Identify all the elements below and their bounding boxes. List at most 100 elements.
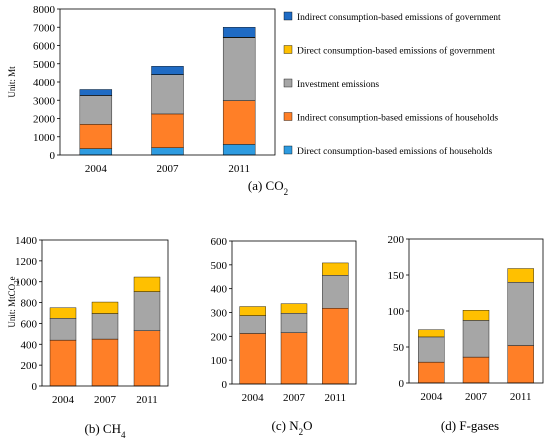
n2o-xtick-label: 2004: [242, 392, 265, 404]
fgases-bar-direct_government-2007: [462, 310, 490, 321]
ch4-ytick-label: 200: [21, 360, 38, 372]
legend-swatch-direct_government: [283, 45, 293, 54]
n2o-ytick-label: 300: [211, 308, 228, 320]
n2o-caption: (c) N2O: [272, 418, 313, 437]
co2-ytick-label: 8000: [33, 4, 56, 16]
co2-bar-direct_households-2011: [222, 144, 256, 156]
co2-bar-indirect_households-2004: [79, 124, 113, 149]
ch4-bar-direct_government-2004: [49, 307, 77, 319]
n2o-bar-direct_government-2011: [322, 262, 349, 276]
fgases-bar-investment-2004: [418, 336, 445, 363]
n2o-bar-indirect_households-2007: [280, 332, 308, 385]
co2-ylabel: Unit: Mt: [7, 66, 17, 98]
ch4-bar-indirect_households-2007: [91, 338, 119, 387]
co2-ytick-label: 4000: [33, 77, 56, 89]
co2-bar-direct_households-2004: [79, 148, 113, 156]
co2-bar-indirect_government-2007: [151, 66, 184, 75]
fgases-bar-direct_government-2004: [418, 329, 445, 338]
n2o-xtick-label: 2007: [283, 392, 306, 404]
co2-bar-indirect_government-2004: [79, 89, 113, 96]
co2-ytick-label: 0: [50, 150, 56, 162]
n2o-ytick-label: 100: [211, 355, 228, 367]
co2-ytick-label: 2000: [33, 114, 56, 126]
ch4-xtick-label: 2004: [52, 394, 75, 406]
ch4-bar-indirect_households-2011: [133, 330, 161, 387]
ch4-ytick-label: 600: [21, 318, 38, 330]
ch4-bar-investment-2011: [133, 291, 161, 331]
co2-bar-indirect_households-2011: [222, 100, 256, 145]
n2o-ytick-label: 200: [211, 331, 228, 343]
co2-ytick-label: 7000: [33, 22, 56, 34]
co2-xtick-label: 2004: [85, 163, 108, 175]
n2o-bar-investment-2007: [280, 313, 308, 333]
co2-legend: Indirect consumption-based emissions of …: [283, 11, 501, 157]
co2-ytick-label: 3000: [33, 95, 56, 107]
co2-ytick-label: 1000: [33, 132, 56, 144]
n2o-ytick-label: 0: [222, 379, 228, 391]
ch4-xtick-label: 2011: [136, 394, 158, 406]
n2o-bar-direct_government-2007: [280, 303, 308, 314]
n2o-bar-investment-2004: [239, 315, 266, 334]
n2o-bar-investment-2011: [322, 275, 349, 309]
fgases-xtick-label: 2004: [420, 391, 443, 403]
ch4-ytick-label: 1200: [15, 256, 38, 268]
ch4-ytick-label: 400: [21, 339, 38, 351]
fgases-bar-direct_government-2011: [507, 268, 534, 283]
ch4-bar-direct_government-2007: [91, 301, 119, 314]
co2-bar-investment-2004: [79, 95, 113, 125]
legend-label-investment: Investment emissions: [297, 80, 379, 90]
legend-label-indirect_government: Indirect consumption-based emissions of …: [297, 12, 501, 23]
n2o-ytick-label: 400: [211, 284, 228, 296]
n2o-bar-indirect_households-2011: [322, 308, 349, 385]
ch4-bar-direct_government-2011: [133, 276, 161, 292]
co2-bar-indirect_households-2007: [151, 113, 184, 148]
fgases-xtick-label: 2011: [510, 391, 532, 403]
fgases-ytick-label: 50: [393, 342, 405, 354]
n2o-bar-direct_government-2004: [239, 306, 266, 316]
ch4-bar-investment-2004: [49, 318, 77, 341]
ch4-caption: (b) CH4: [85, 421, 126, 439]
ch4-ytick-label: 1400: [15, 235, 38, 247]
fgases-bar-indirect_households-2004: [418, 361, 445, 384]
legend-label-indirect_households: Indirect consumption-based emissions of …: [297, 113, 498, 124]
ch4-xtick-label: 2007: [94, 394, 117, 406]
fgases-ytick-label: 200: [388, 234, 405, 246]
ch4-ytick-label: 0: [32, 381, 38, 393]
fgases-bar-investment-2007: [462, 320, 490, 358]
fgases-caption: (d) F-gases: [441, 418, 499, 433]
legend-swatch-direct_households: [283, 145, 293, 155]
co2-xtick-label: 2007: [157, 163, 180, 175]
fgases-bar-investment-2011: [507, 282, 534, 346]
n2o-ytick-label: 500: [211, 260, 228, 272]
ch4-plot-frame: [41, 239, 169, 387]
ch4-ytick-label: 1000: [15, 277, 38, 289]
co2-ytick-label: 6000: [33, 41, 56, 53]
ch4-ylabel: Unit: MtCO2e: [7, 276, 21, 327]
panel-co2: 0 1000 2000 3000 4000 5000 6000 7000 8000 2004 200…: [7, 4, 501, 197]
co2-bar-direct_households-2007: [151, 147, 184, 156]
panel-fgases: 0 50 100 150 200 2004 2007 2011 (d) F-gases: [388, 234, 544, 433]
legend-label-direct_households: Direct consumption-based emissions of ho…: [297, 146, 493, 157]
ch4-bar-investment-2007: [91, 313, 119, 340]
fgases-ytick-label: 0: [399, 378, 405, 390]
fgases-bar-indirect_households-2011: [507, 345, 534, 384]
ch4-bar-indirect_households-2004: [49, 339, 77, 387]
co2-bar-investment-2011: [222, 37, 256, 101]
legend-label-direct_government: Direct consumption-based emissions of go…: [297, 46, 495, 57]
fgases-xtick-label: 2007: [465, 391, 488, 403]
panel-ch4: 0 200 400 600 800 1000 1200 1400 2004 2007 2011 Un…: [7, 235, 169, 439]
n2o-xtick-label: 2011: [325, 392, 347, 404]
fgases-bar-indirect_households-2007: [462, 356, 490, 384]
ch4-ytick-label: 800: [21, 298, 38, 310]
co2-caption: (a) CO2: [248, 178, 288, 197]
co2-bar-indirect_government-2011: [222, 27, 256, 38]
co2-xtick-label: 2011: [228, 163, 250, 175]
fgases-ytick-label: 100: [388, 306, 405, 318]
legend-swatch-indirect_government: [283, 11, 293, 21]
legend-swatch-investment: [283, 78, 293, 88]
n2o-ytick-label: 600: [211, 236, 228, 248]
co2-bar-investment-2007: [151, 74, 184, 115]
n2o-bar-indirect_households-2004: [239, 333, 266, 385]
panel-n2o: 0 100 200 300 400 500 600 2004 2007 2011 (c) N2O: [211, 236, 357, 437]
